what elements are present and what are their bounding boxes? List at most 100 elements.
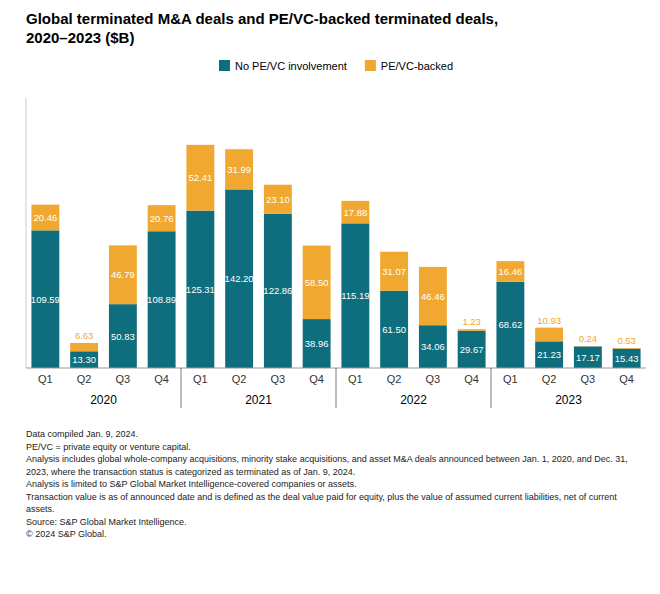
x-tick-label: Q2: [387, 373, 402, 385]
data-label: 29.67: [460, 344, 484, 355]
x-tick-label: Q1: [38, 373, 53, 385]
bar-segment: [341, 223, 369, 368]
x-tick-label: Q1: [348, 373, 363, 385]
data-label: 23.10: [266, 194, 290, 205]
data-label: 34.06: [421, 341, 445, 352]
bar-segment: [341, 201, 369, 223]
data-label: 142.20: [225, 273, 254, 284]
bar-segment: [613, 347, 641, 349]
data-label: 68.62: [498, 319, 522, 330]
group-label: 2023: [555, 393, 582, 407]
bar-segment: [496, 261, 524, 282]
bar-segment: [419, 267, 447, 325]
footnote: Analysis includes global whole-company a…: [26, 453, 640, 478]
bar-segment: [225, 189, 253, 368]
x-tick-label: Q4: [154, 373, 169, 385]
data-labels: 109.5913.3050.83108.89125.31142.20122.86…: [31, 164, 639, 365]
data-label: 46.46: [421, 291, 445, 302]
data-label: 13.30: [72, 354, 96, 365]
footnote: PE/VC = private equity or venture capita…: [26, 441, 640, 454]
group-label: 2022: [400, 393, 427, 407]
x-tick-label: Q2: [77, 373, 92, 385]
bar-segment: [31, 230, 59, 368]
x-tick-label: Q4: [464, 373, 479, 385]
title-line: 2020–2023 ($B): [26, 29, 134, 46]
x-tick-label: Q1: [193, 373, 208, 385]
footnote: © 2024 S&P Global.: [26, 528, 640, 541]
data-label: 20.46: [33, 212, 57, 223]
data-label: 16.46: [498, 266, 522, 277]
bar-segment: [264, 214, 292, 368]
data-label: 15.43: [615, 353, 639, 364]
footnote: Transaction value is as of announced dat…: [26, 491, 640, 516]
bar-segment: [186, 211, 214, 368]
x-tick-label: Q3: [426, 373, 441, 385]
footnotes: Data compiled Jan. 9, 2024.PE/VC = priva…: [26, 428, 640, 541]
data-label: 52.41: [188, 172, 212, 183]
x-tick-label: Q1: [503, 373, 518, 385]
x-tick-label: Q3: [116, 373, 131, 385]
legend-item: No PE/VC involvement: [219, 60, 347, 72]
bar-segment: [380, 291, 408, 368]
title: Global terminated M&A deals and PE/VC-ba…: [26, 10, 498, 46]
bars: [31, 145, 640, 368]
data-label: 17.17: [576, 352, 600, 363]
bar-segment: [31, 205, 59, 231]
bar-segment: [303, 319, 331, 368]
bar-segment: [148, 205, 176, 231]
footnote: Data compiled Jan. 9, 2024.: [26, 428, 640, 441]
data-label: 109.59: [31, 294, 60, 305]
group-separator: [336, 368, 337, 408]
legend-swatch: [219, 60, 230, 71]
group-label: 2020: [90, 393, 117, 407]
bar-segment: [225, 149, 253, 189]
x-tick-label: Q2: [542, 373, 557, 385]
data-label: 6.63: [75, 330, 94, 341]
bar-segment: [109, 304, 137, 368]
bar-segment: [574, 346, 602, 347]
x-tick-label: Q4: [619, 373, 634, 385]
bar-segment: [535, 341, 563, 368]
data-label: 58.50: [305, 277, 329, 288]
data-label: 31.99: [227, 164, 251, 175]
data-label: 46.79: [111, 269, 135, 280]
x-tick-label: Q2: [232, 373, 247, 385]
footnote: Source: S&P Global Market Intelligence.: [26, 516, 640, 529]
bar-segment: [70, 343, 98, 351]
data-label: 0.53: [617, 335, 636, 346]
bar-segment: [458, 331, 486, 368]
data-label: 10.93: [537, 315, 561, 326]
bar-segment: [496, 282, 524, 368]
group-label: 2021: [245, 393, 272, 407]
bar-segment: [535, 328, 563, 342]
data-label: 125.31: [186, 284, 215, 295]
title-line: Global terminated M&A deals and PE/VC-ba…: [26, 10, 498, 27]
bar-segment: [380, 252, 408, 291]
bar-segment: [264, 185, 292, 214]
legend-label: No PE/VC involvement: [235, 60, 347, 72]
legend-label: PE/VC-backed: [381, 60, 453, 72]
data-label: 61.50: [382, 324, 406, 335]
bar-segment: [70, 351, 98, 368]
bar-segment: [574, 346, 602, 368]
bar-segment: [419, 325, 447, 368]
data-label: 1.23: [462, 316, 481, 327]
x-tick-label: Q3: [271, 373, 286, 385]
data-label: 108.89: [147, 294, 176, 305]
legend-swatch: [365, 60, 376, 71]
y-axis-line: [26, 98, 27, 368]
legend: No PE/VC involvement PE/VC-backed: [219, 60, 453, 72]
group-separator: [181, 368, 182, 408]
bar-segment: [186, 145, 214, 211]
x-tick-label: Q3: [581, 373, 596, 385]
legend-item: PE/VC-backed: [365, 60, 453, 72]
footnote: Analysis is limited to S&P Global Market…: [26, 478, 640, 491]
data-label: 0.24: [579, 333, 598, 344]
group-separator: [491, 368, 492, 408]
bar-segment: [148, 231, 176, 368]
bar-segment: [613, 349, 641, 368]
data-label: 21.23: [537, 349, 561, 360]
data-label: 31.07: [382, 266, 406, 277]
bar-segment: [109, 245, 137, 304]
data-label: 50.83: [111, 331, 135, 342]
